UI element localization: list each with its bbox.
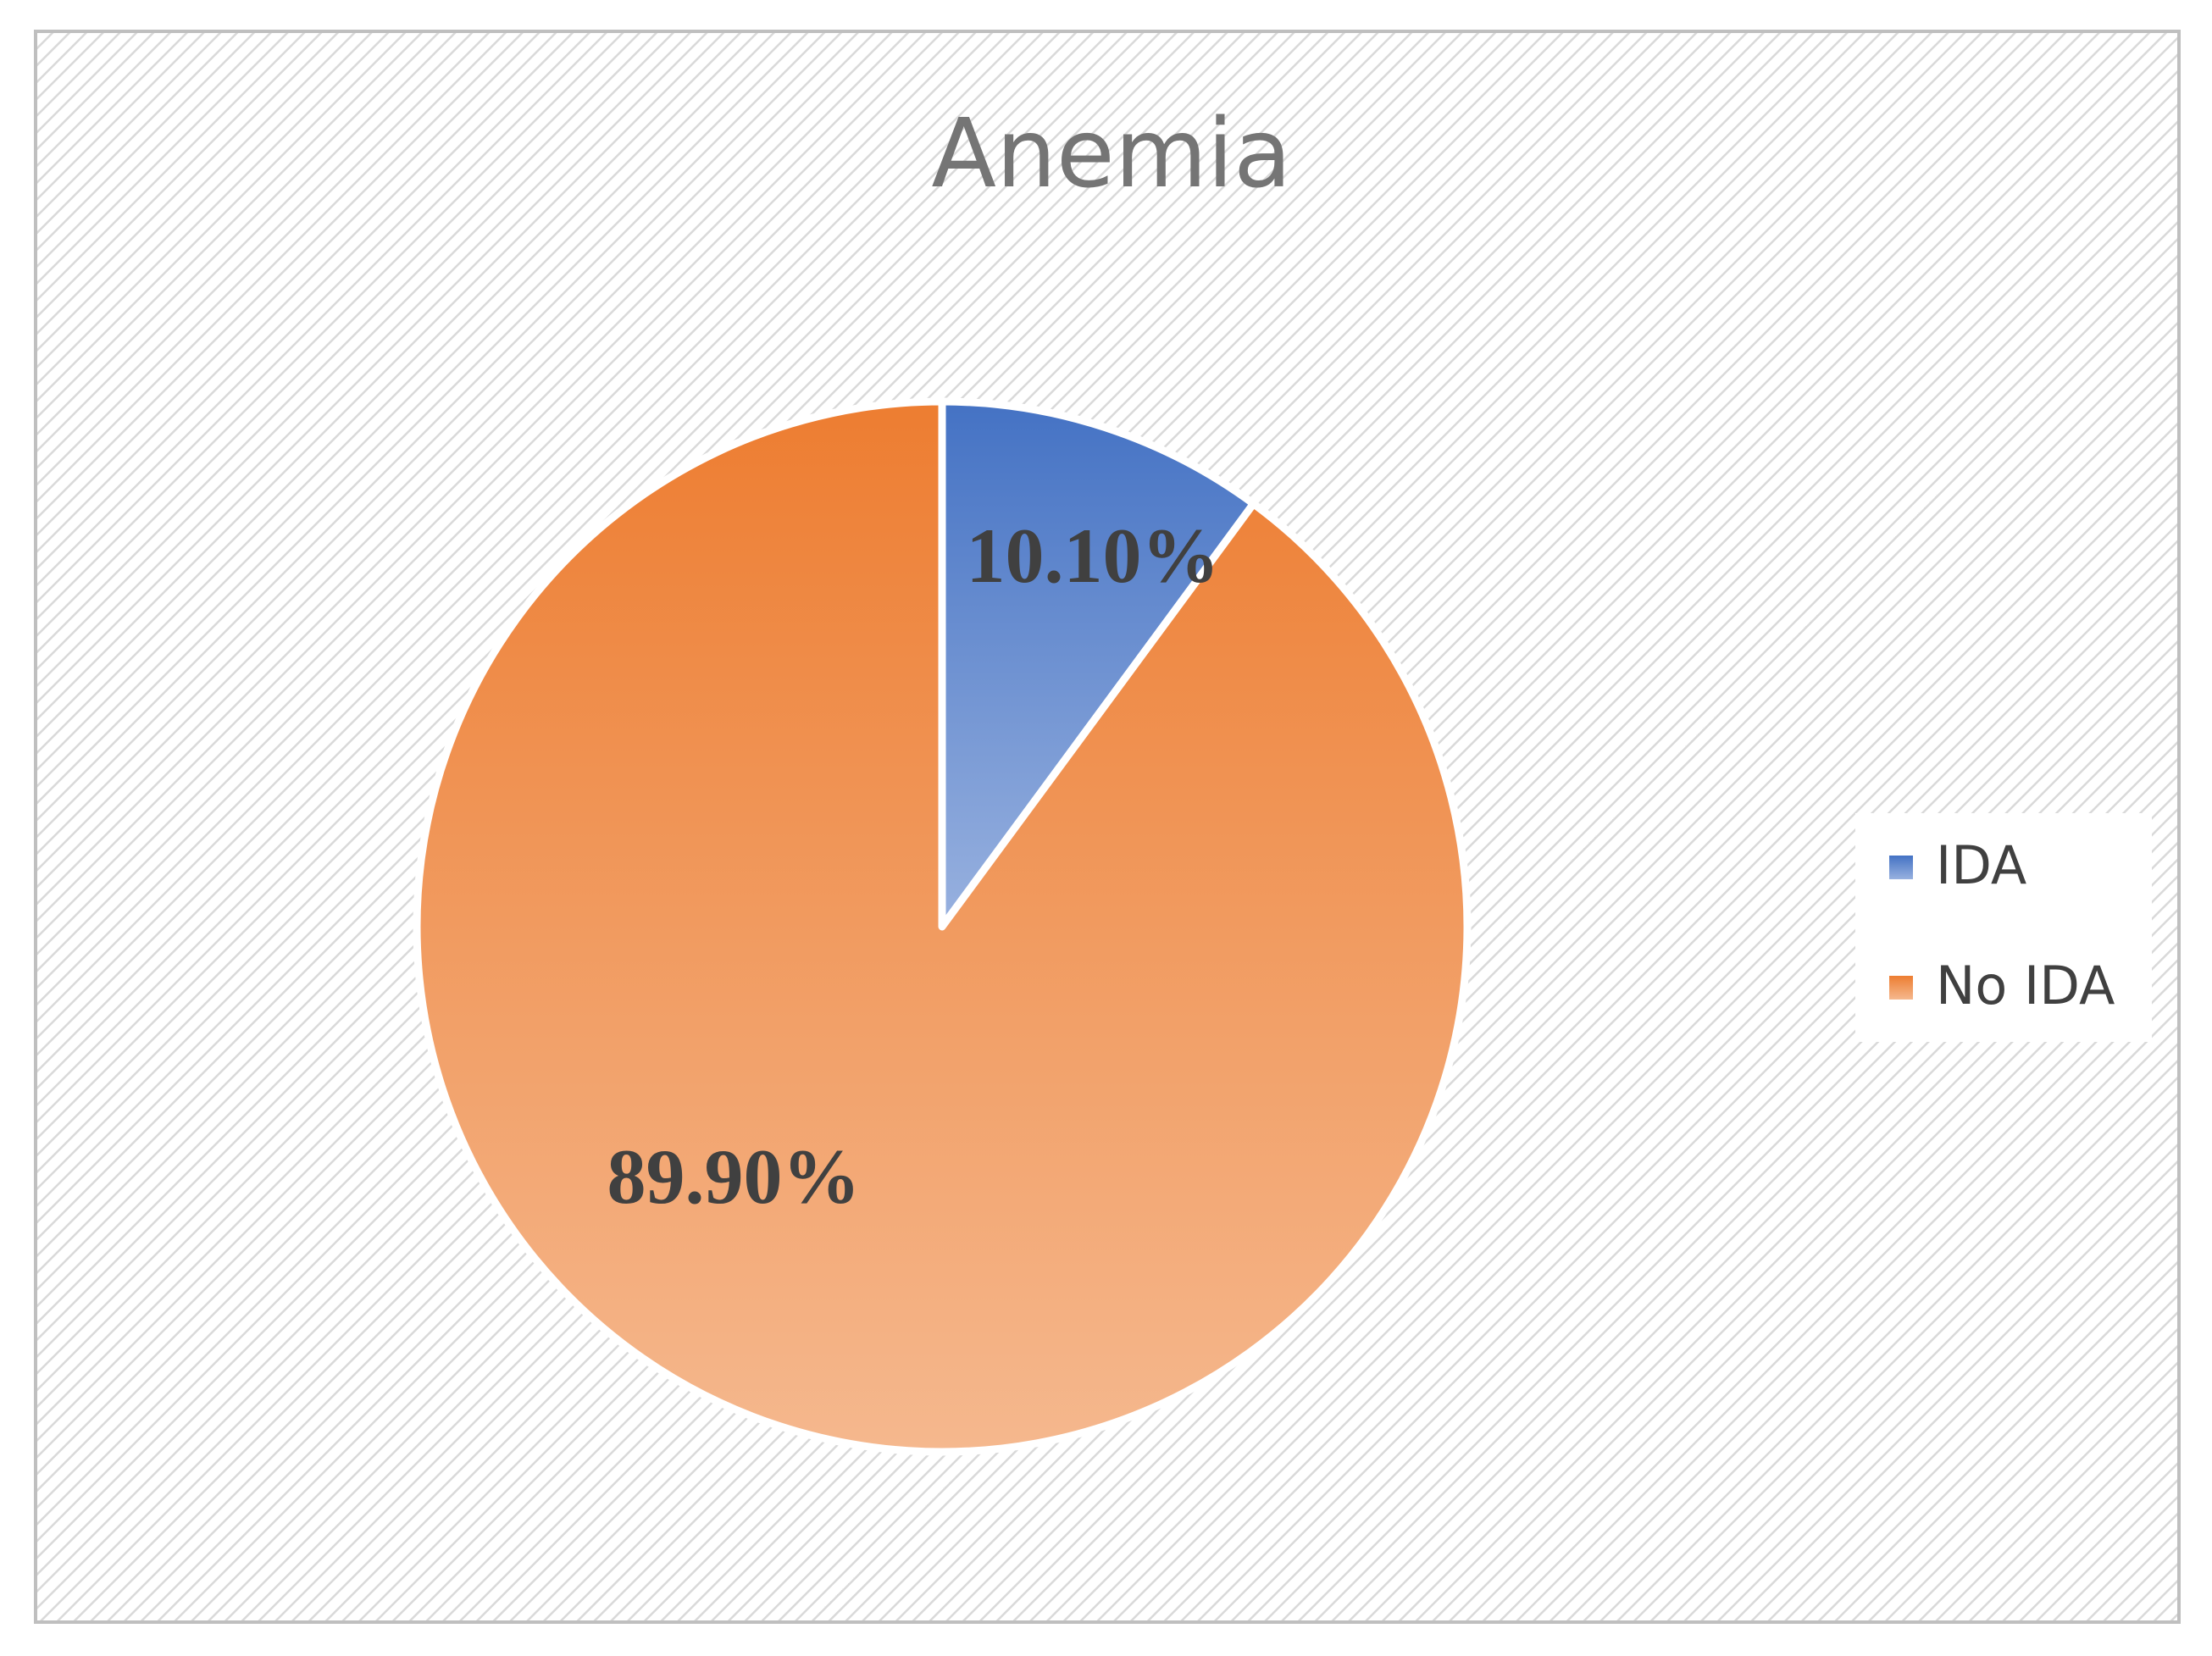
legend-label: No IDA (1936, 955, 2115, 1016)
legend-marker (1889, 976, 1913, 1000)
pie-slice (413, 397, 1472, 1456)
legend-marker (1889, 856, 1913, 879)
legend-label: IDA (1936, 834, 2026, 896)
pie-slice (938, 397, 1258, 931)
legend-box (1855, 813, 2152, 1042)
chart-title: Anemia (931, 99, 1291, 209)
data-label: 89.90% (607, 1133, 861, 1220)
data-label: 10.10% (967, 512, 1220, 599)
